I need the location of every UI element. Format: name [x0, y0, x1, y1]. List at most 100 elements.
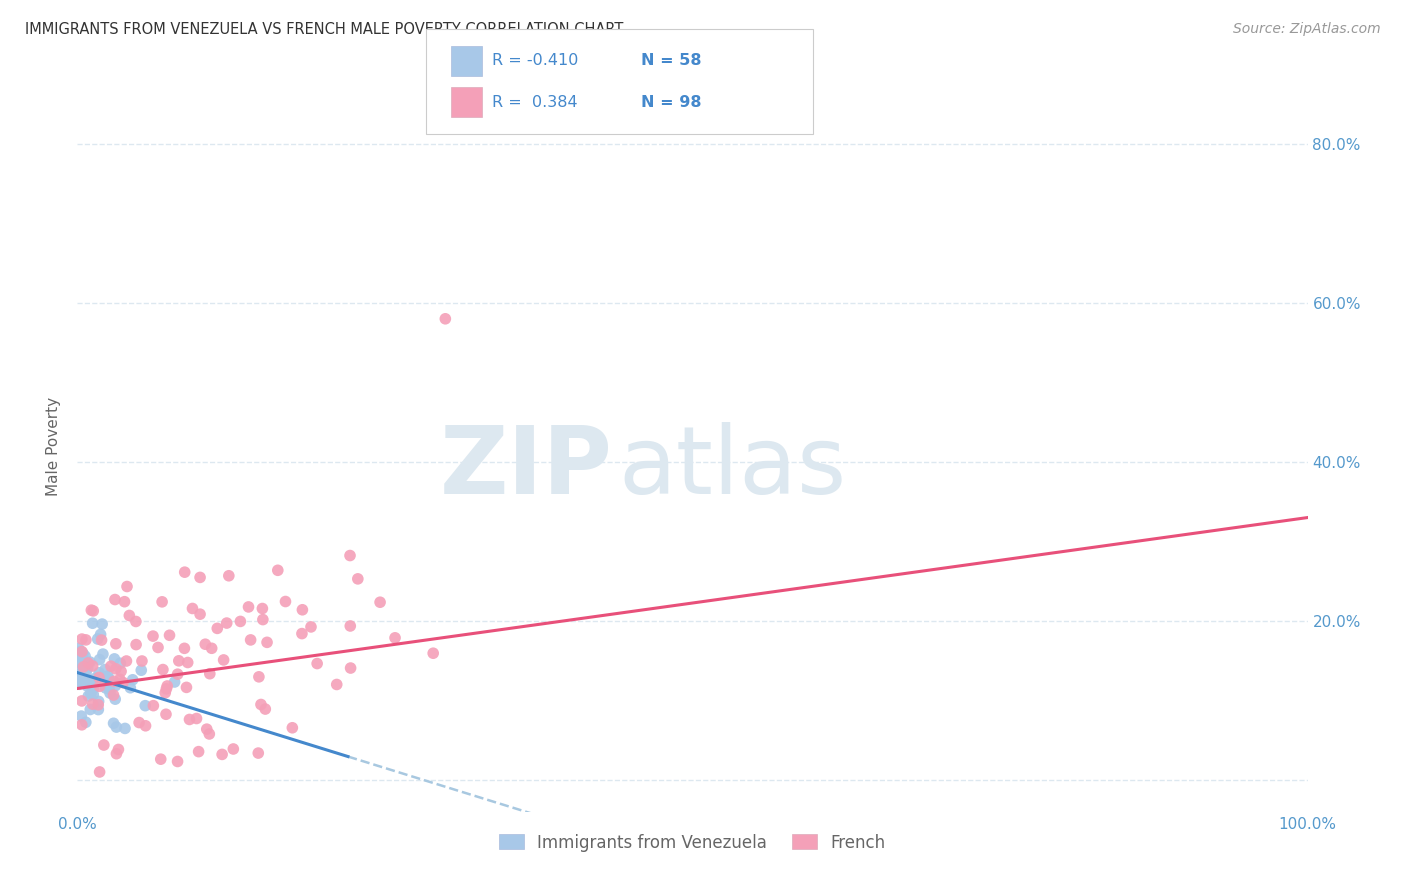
- Point: [103, 688, 125, 702]
- Point: [87, 694, 110, 708]
- Point: [67, 667, 90, 681]
- Point: [142, 629, 165, 643]
- Point: [103, 652, 125, 666]
- Text: N = 58: N = 58: [641, 54, 702, 68]
- Point: [256, 635, 278, 649]
- Point: [155, 681, 177, 696]
- Point: [72, 660, 94, 674]
- Point: [77, 656, 100, 670]
- Point: [82, 616, 104, 631]
- Point: [281, 721, 304, 735]
- Point: [218, 568, 240, 582]
- Point: [176, 681, 198, 695]
- Point: [125, 615, 148, 629]
- Point: [177, 656, 200, 670]
- Point: [114, 722, 136, 736]
- Point: [247, 746, 270, 760]
- Point: [70, 672, 93, 686]
- Y-axis label: Male Poverty: Male Poverty: [46, 396, 62, 496]
- Point: [229, 615, 252, 629]
- Point: [90, 633, 112, 648]
- Point: [70, 632, 93, 646]
- Point: [91, 617, 114, 632]
- Point: [107, 742, 129, 756]
- Point: [82, 688, 104, 702]
- Point: [152, 663, 174, 677]
- Point: [90, 627, 112, 641]
- Point: [79, 655, 101, 669]
- Point: [69, 644, 91, 658]
- Point: [70, 669, 93, 683]
- Point: [67, 641, 90, 656]
- Point: [94, 681, 117, 695]
- Point: [181, 601, 204, 615]
- Point: [115, 580, 138, 594]
- Point: [94, 663, 117, 677]
- Point: [70, 694, 93, 708]
- Point: [150, 595, 173, 609]
- Point: [346, 572, 368, 586]
- Point: [110, 657, 132, 671]
- Point: [195, 722, 218, 736]
- Point: [83, 674, 105, 689]
- Point: [110, 665, 132, 679]
- Point: [156, 679, 179, 693]
- Point: [198, 666, 221, 681]
- Point: [254, 702, 277, 716]
- Point: [69, 661, 91, 675]
- Point: [70, 651, 93, 665]
- Point: [82, 681, 104, 696]
- Point: [166, 667, 188, 681]
- Point: [105, 720, 128, 734]
- Point: [104, 637, 127, 651]
- Point: [131, 654, 153, 668]
- Point: [75, 659, 97, 673]
- Point: [291, 626, 314, 640]
- Point: [103, 716, 125, 731]
- Point: [75, 715, 97, 730]
- Text: atlas: atlas: [619, 422, 846, 514]
- Point: [173, 641, 195, 656]
- Point: [104, 692, 127, 706]
- Point: [104, 592, 127, 607]
- Point: [75, 632, 97, 647]
- Point: [83, 672, 105, 686]
- Point: [103, 674, 125, 689]
- Point: [82, 697, 104, 711]
- Point: [207, 621, 229, 635]
- Point: [76, 661, 98, 675]
- Legend: Immigrants from Venezuela, French: Immigrants from Venezuela, French: [492, 827, 893, 858]
- Point: [238, 599, 260, 614]
- Point: [98, 681, 121, 696]
- Point: [91, 647, 114, 661]
- Point: [118, 608, 141, 623]
- Point: [142, 698, 165, 713]
- Point: [135, 719, 157, 733]
- Point: [252, 613, 274, 627]
- Text: Source: ZipAtlas.com: Source: ZipAtlas.com: [1233, 22, 1381, 37]
- Point: [86, 632, 108, 646]
- Point: [163, 675, 186, 690]
- Point: [75, 665, 97, 680]
- Point: [80, 603, 103, 617]
- Point: [247, 670, 270, 684]
- Point: [155, 686, 177, 700]
- Point: [98, 686, 121, 700]
- Point: [212, 653, 235, 667]
- Point: [194, 637, 217, 651]
- Point: [155, 707, 177, 722]
- Text: IMMIGRANTS FROM VENEZUELA VS FRENCH MALE POVERTY CORRELATION CHART: IMMIGRANTS FROM VENEZUELA VS FRENCH MALE…: [25, 22, 624, 37]
- Point: [82, 604, 104, 618]
- Point: [87, 698, 110, 712]
- Point: [73, 670, 96, 684]
- Point: [70, 645, 93, 659]
- Point: [89, 764, 111, 779]
- Point: [188, 570, 211, 584]
- Point: [215, 616, 238, 631]
- Point: [67, 667, 90, 681]
- Point: [82, 659, 104, 673]
- Point: [104, 662, 127, 676]
- Point: [89, 652, 111, 666]
- Text: N = 98: N = 98: [641, 95, 702, 110]
- Point: [67, 650, 90, 665]
